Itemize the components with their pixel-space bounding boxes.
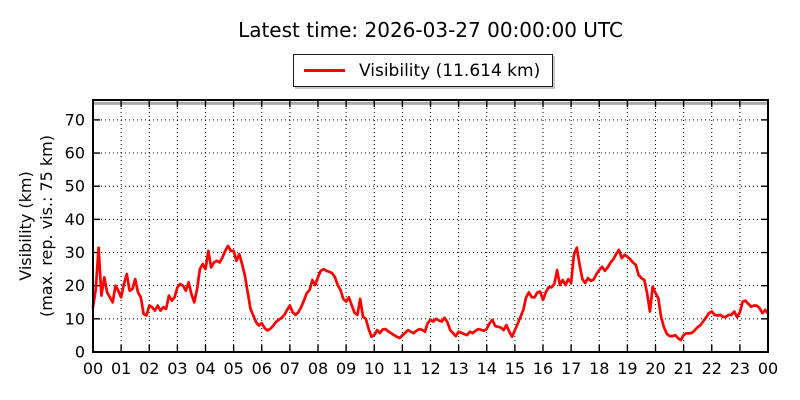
plot-frame	[92, 99, 769, 353]
y-tick-label: 10	[65, 309, 85, 328]
x-tick-label: 11	[392, 359, 412, 378]
x-tick-label: 22	[702, 359, 722, 378]
x-tick-label: 15	[505, 359, 525, 378]
y-tick-label: 70	[65, 110, 85, 129]
legend-label: Visibility (11.614 km)	[359, 60, 541, 81]
y-tick-label: 30	[65, 243, 85, 262]
legend-box: Visibility (11.614 km)	[293, 54, 554, 87]
x-tick-label: 07	[280, 359, 300, 378]
x-tick-label: 09	[336, 359, 356, 378]
chart-title: Latest time: 2026-03-27 00:00:00 UTC	[238, 18, 623, 42]
x-tick-label: 20	[645, 359, 665, 378]
y-tick-label: 40	[65, 210, 85, 229]
y-tick-label: 60	[65, 144, 85, 163]
y-tick-label: 50	[65, 177, 85, 196]
x-tick-label: 03	[167, 359, 187, 378]
x-tick-label: 18	[589, 359, 609, 378]
x-tick-label: 21	[673, 359, 693, 378]
x-tick-label: 16	[533, 359, 553, 378]
x-tick-label: 04	[195, 359, 215, 378]
visibility-line	[91, 244, 770, 342]
y-tick-label: 20	[65, 276, 85, 295]
x-tick-label: 12	[420, 359, 440, 378]
x-tick-label: 08	[308, 359, 328, 378]
x-tick-label: 10	[364, 359, 384, 378]
x-tick-label: 00	[758, 359, 778, 378]
x-tick-label: 23	[730, 359, 750, 378]
x-tick-label: 19	[617, 359, 637, 378]
y-tick-label: 0	[75, 343, 85, 362]
x-tick-label: 01	[111, 359, 131, 378]
x-tick-label: 17	[561, 359, 581, 378]
x-tick-label: 14	[477, 359, 497, 378]
x-tick-label: 13	[448, 359, 468, 378]
x-tick-label: 02	[139, 359, 159, 378]
x-tick-label: 05	[223, 359, 243, 378]
legend-line-sample	[304, 69, 345, 72]
x-tick-label: 06	[252, 359, 272, 378]
x-tick-label: 00	[83, 359, 103, 378]
